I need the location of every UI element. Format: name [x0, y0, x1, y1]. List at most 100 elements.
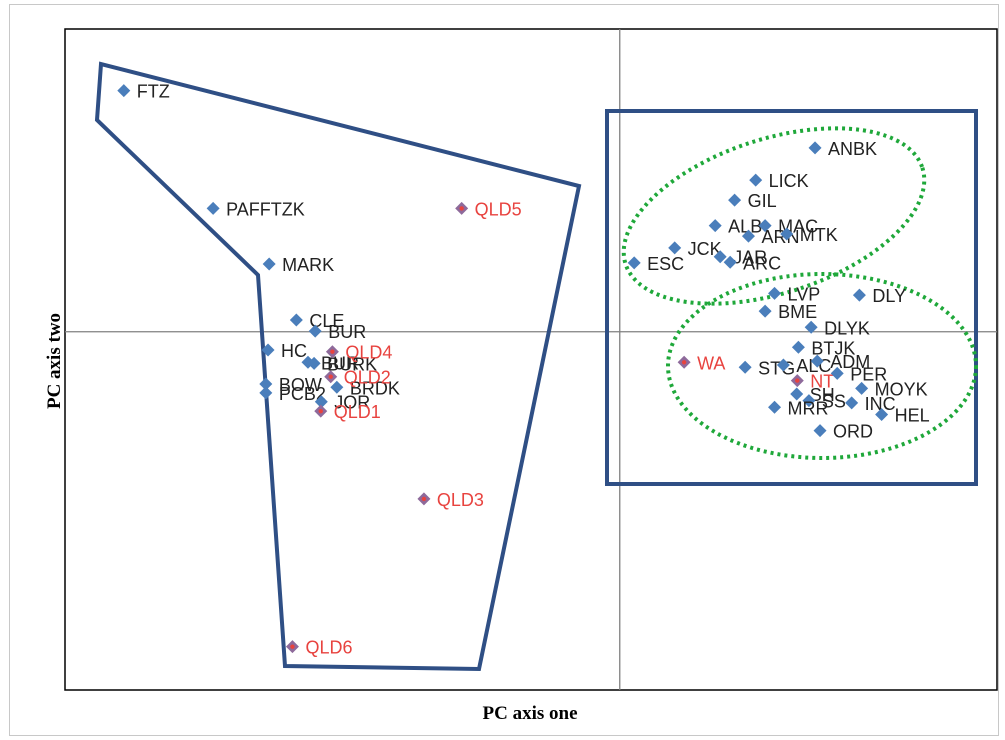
cluster-ellipse-upper: [621, 126, 927, 306]
data-point-alc-36: [776, 358, 790, 372]
point-label-ss-42: SS: [822, 392, 846, 412]
point-label-mark-2: MARK: [282, 255, 334, 275]
data-point-alb-21: [708, 219, 722, 233]
data-point-lick-19: [749, 173, 763, 187]
point-label-qld2-13: QLD2: [344, 368, 391, 388]
data-point-stg-35: [738, 360, 752, 374]
point-label-jck-25: JCK: [688, 239, 722, 259]
data-point-gil-20: [728, 193, 742, 207]
data-point-arc-27: [723, 255, 737, 269]
data-point-bur-4: [308, 324, 322, 338]
point-label-dlyk-32: DLYK: [824, 318, 870, 338]
point-label-btjk-33: BTJK: [811, 338, 855, 358]
y-axis-title: PC axis two: [44, 312, 65, 410]
data-point-hc-5: [261, 343, 275, 357]
cluster-ellipse-lower: [666, 272, 978, 460]
data-point-burk-7: [307, 356, 321, 370]
data-point-per-39: [830, 366, 844, 380]
data-point-mrr-44: [768, 400, 782, 414]
reference-marker-dot-14: [318, 408, 323, 414]
data-point-ftz-0: [117, 84, 131, 98]
point-label-arc-27: ARC: [743, 253, 781, 273]
point-label-pafftzk-1: PAFFTZK: [226, 199, 305, 219]
data-point-moyk-40: [855, 381, 869, 395]
point-label-sh-41: SH: [810, 385, 835, 405]
point-label-jar-26: JAR: [733, 248, 767, 268]
point-label-pcb2-9: PCB2: [279, 384, 326, 404]
data-point-anbk-18: [808, 141, 822, 155]
reference-marker-dot-12: [330, 349, 335, 354]
point-label-stg-35: STG: [758, 358, 795, 378]
chart-frame: FTZ PAFFTZK MARK CLE BUR HC BUR BURK BOW PCB2 JOR B…: [9, 4, 999, 736]
point-label-dly-30: DLY: [872, 286, 906, 306]
x-axis-title: PC axis one: [482, 703, 578, 724]
point-label-nt-38: NT: [810, 372, 834, 392]
point-label-brdk-11: BRDK: [350, 378, 400, 398]
point-label-bme-31: BME: [778, 302, 817, 322]
point-label-qld6-17: QLD6: [305, 638, 352, 658]
point-label-wa-34: WA: [697, 353, 725, 373]
data-point-dly-30: [852, 288, 866, 302]
point-label-bur-6: BUR: [321, 353, 359, 373]
data-point-ord-46: [813, 424, 827, 438]
data-point-adm-37: [810, 354, 824, 368]
point-label-qld5-15: QLD5: [475, 199, 522, 219]
data-point-pafftzk-1: [206, 201, 220, 215]
point-label-esc-28: ESC: [647, 254, 684, 274]
reference-marker-dot-38: [795, 378, 800, 383]
point-label-burk-7: BURK: [327, 354, 377, 374]
point-label-bow-8: BOW: [279, 375, 322, 395]
point-label-anbk-18: ANBK: [828, 139, 877, 159]
data-point-mac-22: [758, 219, 772, 233]
point-label-hel-45: HEL: [895, 405, 930, 425]
reference-marker-dot-17: [290, 644, 295, 649]
data-point-pcb2-9: [259, 386, 273, 400]
data-point-dlyk-32: [804, 320, 818, 334]
data-point-mtk-24: [780, 227, 794, 241]
plot-area: [64, 28, 998, 691]
point-label-per-39: PER: [850, 364, 887, 384]
group-box-east: [605, 109, 978, 486]
point-label-ftz-0: FTZ: [137, 82, 170, 102]
data-point-btjk-33: [791, 340, 805, 354]
point-label-mtk-24: MTK: [800, 225, 838, 245]
data-point-jar-26: [713, 250, 727, 264]
data-point-arn-23: [741, 229, 755, 243]
data-point-hel-45: [875, 407, 889, 421]
point-label-lick-19: LICK: [769, 171, 809, 191]
data-point-brdk-11: [330, 380, 344, 394]
point-label-gil-20: GIL: [748, 191, 777, 211]
data-point-lvp-29: [768, 286, 782, 300]
data-point-esc-28: [627, 256, 641, 270]
data-point-bow-8: [259, 377, 273, 391]
point-label-bur-4: BUR: [328, 322, 366, 342]
reference-marker-dot-34: [681, 360, 687, 365]
reference-marker-dot-13: [328, 374, 333, 379]
point-label-alb-21: ALB: [728, 217, 762, 237]
point-label-mrr-44: MRR: [788, 398, 829, 418]
point-label-lvp-29: LVP: [788, 284, 821, 304]
group-hull-west: [94, 61, 582, 672]
point-label-adm-37: ADM: [830, 352, 870, 372]
point-label-inc-43: INC: [865, 394, 896, 414]
data-point-cle-3: [289, 313, 303, 327]
point-label-ord-46: ORD: [833, 422, 873, 442]
data-point-jck-25: [668, 241, 682, 255]
reference-marker-dot-15: [459, 206, 464, 211]
data-point-inc-43: [845, 396, 859, 410]
point-label-qld3-16: QLD3: [437, 490, 484, 510]
data-point-ss-42: [802, 394, 816, 408]
data-point-jor-10: [314, 395, 328, 409]
point-label-arn-23: ARN: [761, 227, 799, 247]
point-label-cle-3: CLE: [309, 311, 344, 331]
point-label-qld4-12: QLD4: [345, 343, 392, 363]
reference-marker-dot-16: [421, 496, 427, 502]
data-point-mark-2: [262, 257, 276, 271]
data-point-sh-41: [790, 387, 804, 401]
point-label-hc-5: HC: [281, 341, 307, 361]
point-label-moyk-40: MOYK: [875, 379, 928, 399]
data-point-bme-31: [758, 304, 772, 318]
point-label-qld1-14: QLD1: [334, 402, 381, 422]
